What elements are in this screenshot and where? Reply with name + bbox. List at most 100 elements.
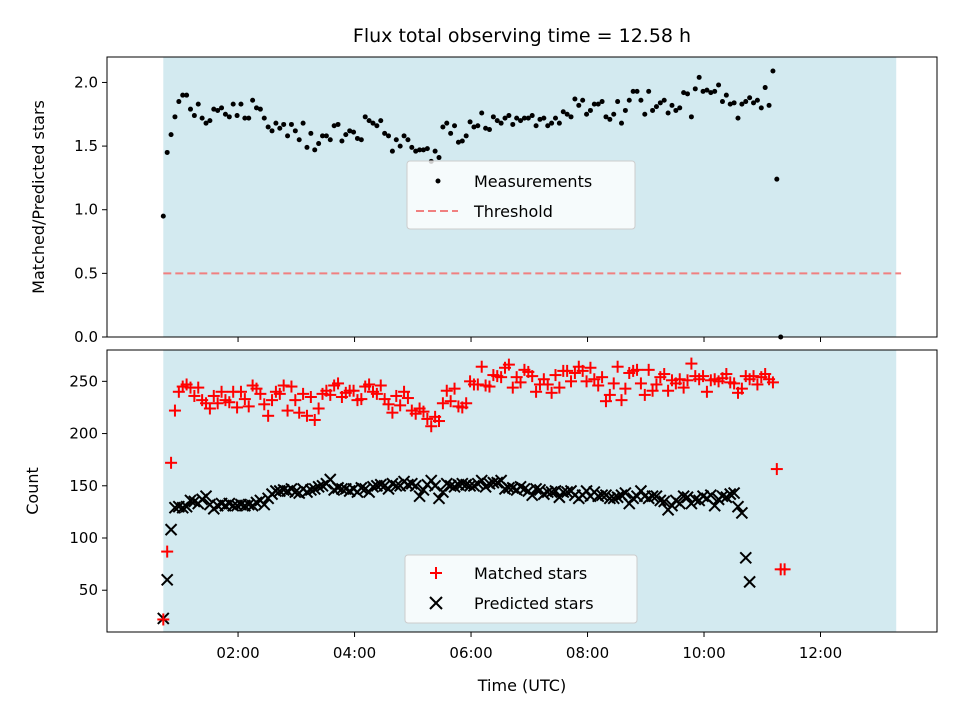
measurement-point [417, 147, 423, 153]
predicted-point [529, 482, 543, 496]
measurement-point [323, 133, 329, 139]
measurement-point [576, 102, 582, 108]
predicted-point [436, 485, 450, 499]
matched-point [677, 381, 690, 394]
measurement-point [273, 120, 279, 126]
measurement-point [650, 107, 656, 113]
matched-point [728, 377, 741, 390]
matched-point [475, 360, 488, 373]
matched-point [332, 377, 345, 390]
predicted-point [654, 494, 667, 507]
measurement-point [444, 120, 450, 126]
predicted-point [366, 480, 380, 494]
predicted-point [242, 498, 255, 511]
measurement-point [506, 113, 512, 119]
predicted-point [199, 490, 213, 503]
measurement-point [521, 115, 527, 121]
matched-point [417, 405, 430, 418]
matched-point [553, 381, 566, 394]
measurement-point [413, 148, 419, 154]
matched-point [685, 357, 698, 370]
matched-point [440, 384, 453, 397]
measurement-point [238, 101, 244, 107]
measurement-point [176, 99, 182, 105]
measurement-point [292, 128, 298, 134]
measurement-point [537, 116, 543, 122]
matched-point [374, 379, 387, 392]
measurement-point [692, 86, 698, 92]
matched-point [526, 370, 539, 383]
measurement-point [335, 121, 341, 127]
measurement-point [556, 120, 562, 126]
measurement-point [331, 123, 337, 129]
matched-point [596, 371, 609, 384]
matched-point [778, 563, 791, 576]
matched-point [281, 404, 294, 417]
matched-point [735, 382, 748, 395]
measurement-point [634, 88, 640, 94]
measurement-point [704, 87, 710, 93]
measurement-point [459, 138, 465, 144]
matched-point [382, 398, 395, 411]
measurement-point [630, 88, 636, 94]
measurement-point [743, 99, 749, 105]
measurement-point [312, 147, 318, 153]
matched-point [231, 401, 244, 414]
y-tick-label: 0.0 [74, 328, 98, 346]
predicted-point [727, 486, 741, 500]
measurement-point [510, 121, 516, 127]
matched-point [460, 397, 473, 410]
measurement-point [669, 102, 675, 108]
matched-point [471, 378, 484, 391]
legend-marker-measurements [435, 178, 441, 184]
bottom-ylabel: Count [23, 467, 42, 515]
measurement-point [739, 101, 745, 107]
measurement-point [316, 141, 322, 147]
predicted-point [595, 488, 609, 502]
matched-point [207, 389, 220, 402]
measurement-point [436, 155, 442, 161]
matched-point [188, 389, 201, 402]
measurement-point [681, 90, 687, 96]
matched-point [386, 406, 399, 419]
matched-point [766, 376, 779, 389]
y-tick-label: 1.5 [74, 137, 98, 155]
measurement-point [327, 137, 333, 143]
x-tick-label: 12:00 [799, 644, 842, 662]
predicted-point [432, 492, 446, 505]
measurement-point [184, 92, 190, 98]
matched-point [611, 360, 624, 373]
bottom-legend: Matched stars Predicted stars [404, 554, 638, 624]
matched-point [433, 415, 445, 428]
top-legend-box [406, 160, 636, 230]
measurement-point [774, 176, 780, 182]
matched-point [258, 398, 271, 411]
bottom-panel: 50 100 150 200 250 02:00 04:00 06:00 08:00 10:00… [23, 349, 938, 695]
predicted-point [164, 523, 178, 536]
measurement-point [762, 85, 768, 91]
predicted-point [502, 481, 516, 495]
measurement-point [354, 135, 360, 141]
matched-point [436, 397, 449, 410]
measurement-point [339, 138, 345, 144]
measurement-point [226, 114, 232, 120]
y-tick-label: 200 [69, 425, 98, 443]
predicted-point [681, 491, 694, 504]
measurement-point [230, 101, 236, 107]
bottom-x-axis: 02:00 04:00 06:00 08:00 10:00 12:00 [216, 632, 842, 662]
measurement-point [483, 125, 489, 131]
predicted-point [545, 485, 558, 499]
matched-point [312, 402, 325, 415]
measurement-point [490, 114, 496, 120]
measurement-point [234, 113, 240, 119]
matched-point [168, 404, 181, 417]
matched-point [514, 376, 527, 389]
measurement-point [529, 113, 535, 119]
measurement-point [308, 130, 314, 136]
measurement-point [770, 68, 776, 74]
measurement-point [731, 100, 737, 106]
predicted-point [658, 495, 671, 508]
measurement-point [673, 107, 679, 113]
bottom-xlabel: Time (UTC) [477, 676, 566, 695]
predicted-point [428, 479, 442, 492]
